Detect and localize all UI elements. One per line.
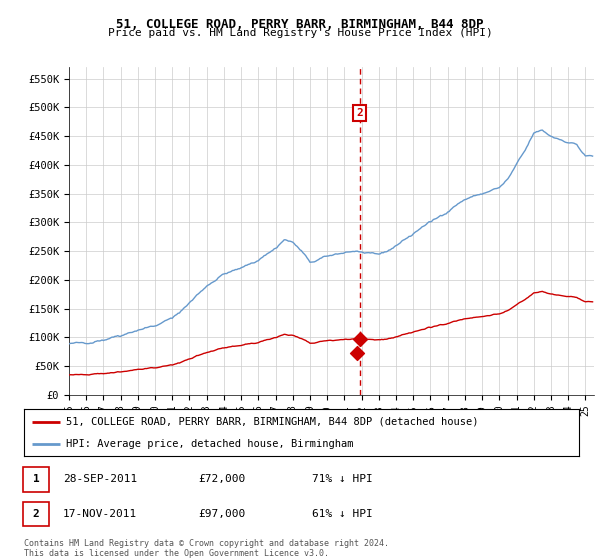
Text: Price paid vs. HM Land Registry's House Price Index (HPI): Price paid vs. HM Land Registry's House … <box>107 28 493 38</box>
Text: Contains HM Land Registry data © Crown copyright and database right 2024.
This d: Contains HM Land Registry data © Crown c… <box>24 539 389 558</box>
Text: 51, COLLEGE ROAD, PERRY BARR, BIRMINGHAM, B44 8DP: 51, COLLEGE ROAD, PERRY BARR, BIRMINGHAM… <box>116 18 484 31</box>
Text: £72,000: £72,000 <box>198 474 245 484</box>
Point <box>355 334 364 343</box>
Text: 61% ↓ HPI: 61% ↓ HPI <box>312 509 373 519</box>
Text: 51, COLLEGE ROAD, PERRY BARR, BIRMINGHAM, B44 8DP (detached house): 51, COLLEGE ROAD, PERRY BARR, BIRMINGHAM… <box>65 417 478 427</box>
Text: 71% ↓ HPI: 71% ↓ HPI <box>312 474 373 484</box>
Text: 28-SEP-2011: 28-SEP-2011 <box>63 474 137 484</box>
Text: 2: 2 <box>356 108 363 118</box>
Text: 1: 1 <box>32 474 40 484</box>
Text: HPI: Average price, detached house, Birmingham: HPI: Average price, detached house, Birm… <box>65 438 353 449</box>
Text: £97,000: £97,000 <box>198 509 245 519</box>
Point <box>352 349 362 358</box>
Text: 17-NOV-2011: 17-NOV-2011 <box>63 509 137 519</box>
Text: 2: 2 <box>32 509 40 519</box>
